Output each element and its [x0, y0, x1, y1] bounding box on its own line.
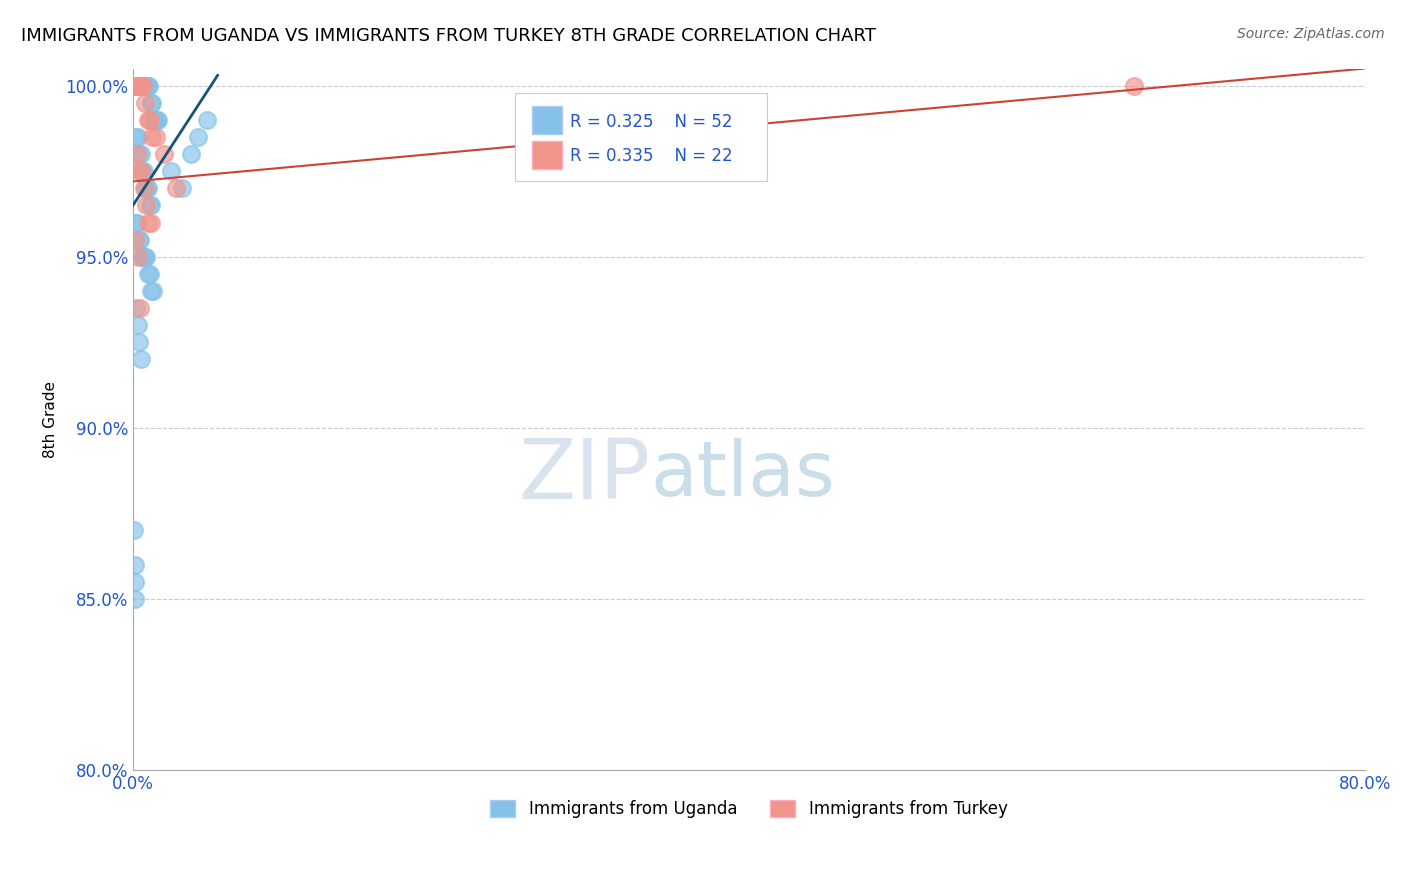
Point — [128, 335, 150, 350]
Point — [127, 215, 149, 229]
Point — [136, 78, 159, 93]
Point — [124, 574, 146, 589]
Point — [135, 78, 157, 93]
Point — [127, 78, 149, 93]
Point — [131, 250, 153, 264]
Point — [136, 215, 159, 229]
Point — [195, 112, 218, 127]
Point — [152, 147, 174, 161]
Point — [132, 181, 155, 195]
Point — [125, 78, 148, 93]
Point — [128, 301, 150, 315]
Text: R = 0.335    N = 22: R = 0.335 N = 22 — [571, 147, 733, 165]
Point — [124, 78, 146, 93]
Point — [172, 181, 194, 195]
Point — [127, 318, 149, 333]
Text: IMMIGRANTS FROM UGANDA VS IMMIGRANTS FROM TURKEY 8TH GRADE CORRELATION CHART: IMMIGRANTS FROM UGANDA VS IMMIGRANTS FRO… — [21, 27, 876, 45]
Point — [134, 95, 156, 110]
Y-axis label: 8th Grade: 8th Grade — [44, 381, 58, 458]
Point — [139, 284, 162, 298]
Point — [124, 558, 146, 572]
Point — [136, 112, 159, 127]
Point — [132, 164, 155, 178]
Point — [131, 164, 153, 178]
Point — [139, 112, 162, 127]
Point — [160, 164, 183, 178]
Point — [129, 233, 152, 247]
Point — [129, 352, 152, 367]
Text: ZIP: ZIP — [519, 435, 651, 516]
Point — [127, 78, 149, 93]
Point — [131, 164, 153, 178]
Point — [132, 78, 155, 93]
Point — [124, 524, 146, 538]
Point — [136, 267, 159, 281]
Point — [128, 78, 150, 93]
Point — [141, 130, 163, 145]
Point — [138, 78, 160, 93]
Point — [146, 112, 169, 127]
Point — [139, 215, 162, 229]
Point — [129, 147, 152, 161]
FancyBboxPatch shape — [515, 93, 768, 181]
Point — [180, 147, 202, 161]
Point — [132, 250, 155, 264]
Point — [125, 78, 148, 93]
Point — [129, 78, 152, 93]
Point — [135, 181, 157, 195]
Point — [134, 181, 156, 195]
Point — [127, 130, 149, 145]
Point — [139, 198, 162, 212]
Point — [138, 267, 160, 281]
Point — [125, 215, 148, 229]
Point — [143, 112, 166, 127]
Point — [139, 95, 162, 110]
Point — [148, 112, 170, 127]
Point — [134, 250, 156, 264]
FancyBboxPatch shape — [531, 141, 561, 169]
Point — [127, 250, 149, 264]
Point — [125, 130, 148, 145]
Point — [132, 78, 155, 93]
Point — [124, 233, 146, 247]
Point — [134, 78, 156, 93]
Point — [125, 301, 148, 315]
Point — [124, 591, 146, 606]
Text: atlas: atlas — [651, 438, 835, 512]
Point — [128, 147, 150, 161]
Point — [141, 95, 163, 110]
Legend: Immigrants from Uganda, Immigrants from Turkey: Immigrants from Uganda, Immigrants from … — [484, 793, 1014, 825]
Point — [187, 130, 209, 145]
Point — [128, 233, 150, 247]
Text: R = 0.325    N = 52: R = 0.325 N = 52 — [571, 112, 733, 131]
Point — [141, 198, 163, 212]
FancyBboxPatch shape — [531, 106, 561, 135]
Point — [142, 284, 165, 298]
Point — [1122, 78, 1144, 93]
Point — [145, 130, 167, 145]
Point — [125, 147, 148, 161]
Point — [135, 198, 157, 212]
Point — [131, 78, 153, 93]
Point — [135, 250, 157, 264]
Point — [142, 112, 165, 127]
Point — [165, 181, 187, 195]
Point — [128, 164, 150, 178]
Text: Source: ZipAtlas.com: Source: ZipAtlas.com — [1237, 27, 1385, 41]
Point — [136, 181, 159, 195]
